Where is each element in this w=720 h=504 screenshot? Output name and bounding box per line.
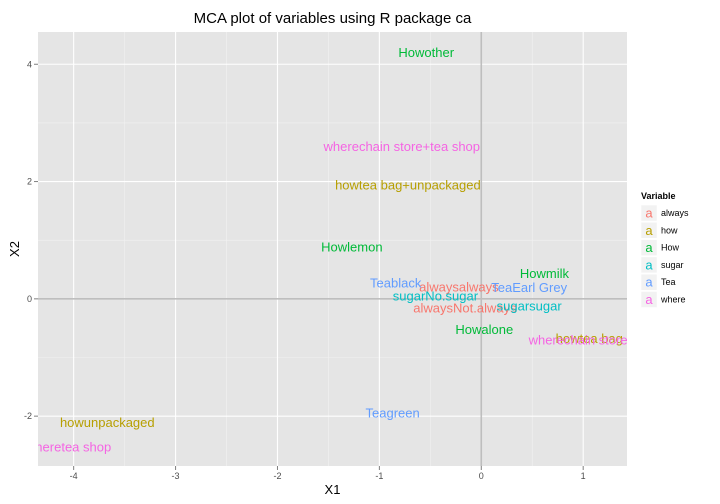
point-label: howtea bag — [556, 331, 623, 346]
y-tick-label: 4 — [27, 59, 32, 69]
point-label: wherechain store+tea shop — [323, 139, 480, 154]
point-label: howunpackaged — [60, 415, 155, 430]
x-tick-label: -3 — [172, 471, 180, 481]
legend-key — [640, 239, 658, 256]
legend-key-glyph: a — [645, 240, 653, 255]
y-tick-label: 0 — [27, 294, 32, 304]
legend-title: Variable — [641, 191, 676, 201]
point-label: howtea bag+unpackaged — [335, 178, 481, 193]
x-tick-label: -4 — [70, 471, 78, 481]
point-label: Teablack — [370, 276, 422, 291]
y-axis-ticks: -2 0 2 4 — [24, 59, 38, 421]
point-label: Howother — [398, 45, 454, 60]
legend-label: Tea — [661, 277, 676, 287]
point-label: Howlemon — [321, 240, 382, 255]
point-label: Teagreen — [366, 406, 420, 421]
legend-key — [640, 273, 658, 291]
point-labels: alwaysalways alwaysNot.always howtea bag+u… — [25, 45, 628, 455]
x-tick-label: -2 — [273, 471, 281, 481]
legend-label: How — [661, 243, 680, 253]
point-label: sugarNo.sugar — [393, 288, 479, 303]
chart-title: MCA plot of variables using R package ca — [194, 10, 472, 27]
minor-gridlines — [38, 32, 627, 466]
x-tick-label: 0 — [479, 471, 484, 481]
y-tick-label: 2 — [27, 177, 32, 187]
legend-key-glyph: a — [645, 275, 653, 290]
x-tick-label: -1 — [375, 471, 383, 481]
point-label: alwaysNot.always — [413, 301, 517, 316]
legend-key-glyph: a — [645, 257, 653, 272]
x-axis-title: X1 — [325, 482, 341, 497]
legend-key — [640, 204, 658, 222]
legend-label: how — [661, 225, 678, 235]
point-label: sugarsugar — [497, 298, 563, 313]
plot-panel — [38, 32, 627, 466]
reference-lines — [38, 32, 627, 466]
point-label: Howmilk — [520, 266, 570, 281]
point-label: wherechain store — [528, 332, 628, 347]
legend-label: always — [661, 208, 689, 218]
point-label: TeaEarl Grey — [491, 280, 567, 295]
y-tick-label: -2 — [24, 411, 32, 421]
legend-key — [640, 256, 658, 274]
legend-key-glyph: a — [645, 223, 653, 238]
legend-label: sugar — [661, 260, 684, 270]
legend-key — [640, 291, 658, 308]
legend-key — [640, 222, 658, 239]
x-axis-ticks: -4 -3 -2 -1 0 1 — [70, 466, 586, 481]
point-label: Howalone — [455, 322, 513, 337]
legend-key-glyph: a — [645, 292, 653, 307]
point-label: alwaysalways — [419, 280, 499, 295]
legend-label: where — [660, 295, 686, 305]
legend-key-glyph: a — [645, 206, 653, 221]
y-axis-title: X2 — [7, 241, 22, 257]
point-label: wheretea shop — [25, 440, 111, 455]
x-tick-label: 1 — [581, 471, 586, 481]
